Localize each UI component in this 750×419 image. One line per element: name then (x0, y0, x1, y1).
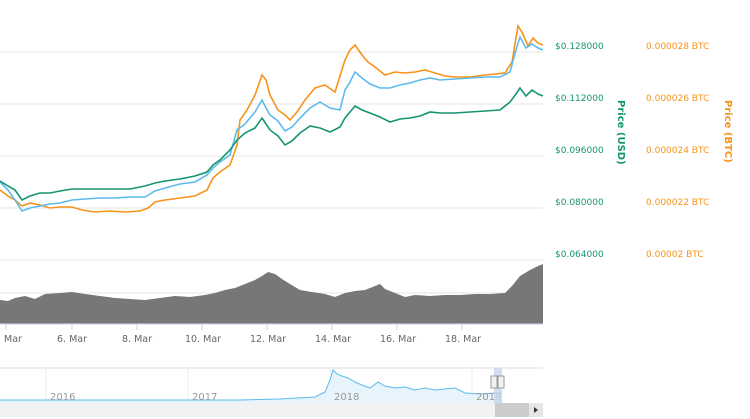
usd-tick: $0.080000 (555, 198, 604, 208)
navigator-handle-right[interactable] (497, 375, 505, 389)
btc-tick: 0.000022 BTC (646, 198, 709, 208)
x-tick-label: 12. Mar (250, 334, 286, 345)
navigator-year: 2016 (50, 392, 75, 403)
btc-tick: 0.000028 BTC (646, 42, 709, 52)
btc-axis-title: Price (BTC) (722, 100, 733, 163)
navigator-year: 2019 (476, 392, 501, 403)
navigator-year: 2017 (192, 392, 217, 403)
navigator[interactable]: 2016 2017 2018 2019 (0, 367, 543, 403)
usd-tick: $0.064000 (555, 250, 604, 260)
x-tick-label: 6. Mar (57, 334, 87, 345)
x-tick-label: 14. Mar (315, 334, 351, 345)
volume-area (0, 264, 543, 324)
x-tick-label: 16. Mar (380, 334, 416, 345)
series-price-usd (0, 86, 544, 202)
btc-tick: 0.00002 BTC (646, 250, 704, 260)
usd-axis-title: Price (USD) (615, 100, 626, 165)
btc-tick: 0.000026 BTC (646, 94, 709, 104)
series-price-btc (0, 23, 544, 213)
x-tick-label: 10. Mar (185, 334, 221, 345)
usd-tick: $0.096000 (555, 146, 604, 156)
x-ticks (5, 324, 463, 330)
navigator-line (0, 369, 502, 401)
x-tick-label: 8. Mar (122, 334, 152, 345)
x-tick-label: Mar (4, 334, 22, 345)
x-tick-label: 18. Mar (445, 334, 481, 345)
usd-tick: $0.112000 (555, 94, 604, 104)
navigator-year: 2018 (334, 392, 359, 403)
scrollbar-thumb[interactable] (495, 403, 529, 417)
navigator-area (0, 370, 502, 403)
btc-tick: 0.000024 BTC (646, 146, 709, 156)
scrollbar[interactable] (0, 403, 543, 417)
series-market-cap (0, 34, 544, 212)
usd-tick: $0.128000 (555, 42, 604, 52)
navigator-handle-left[interactable] (490, 375, 498, 389)
gridlines (0, 51, 543, 294)
arrow-right-icon (534, 407, 538, 413)
